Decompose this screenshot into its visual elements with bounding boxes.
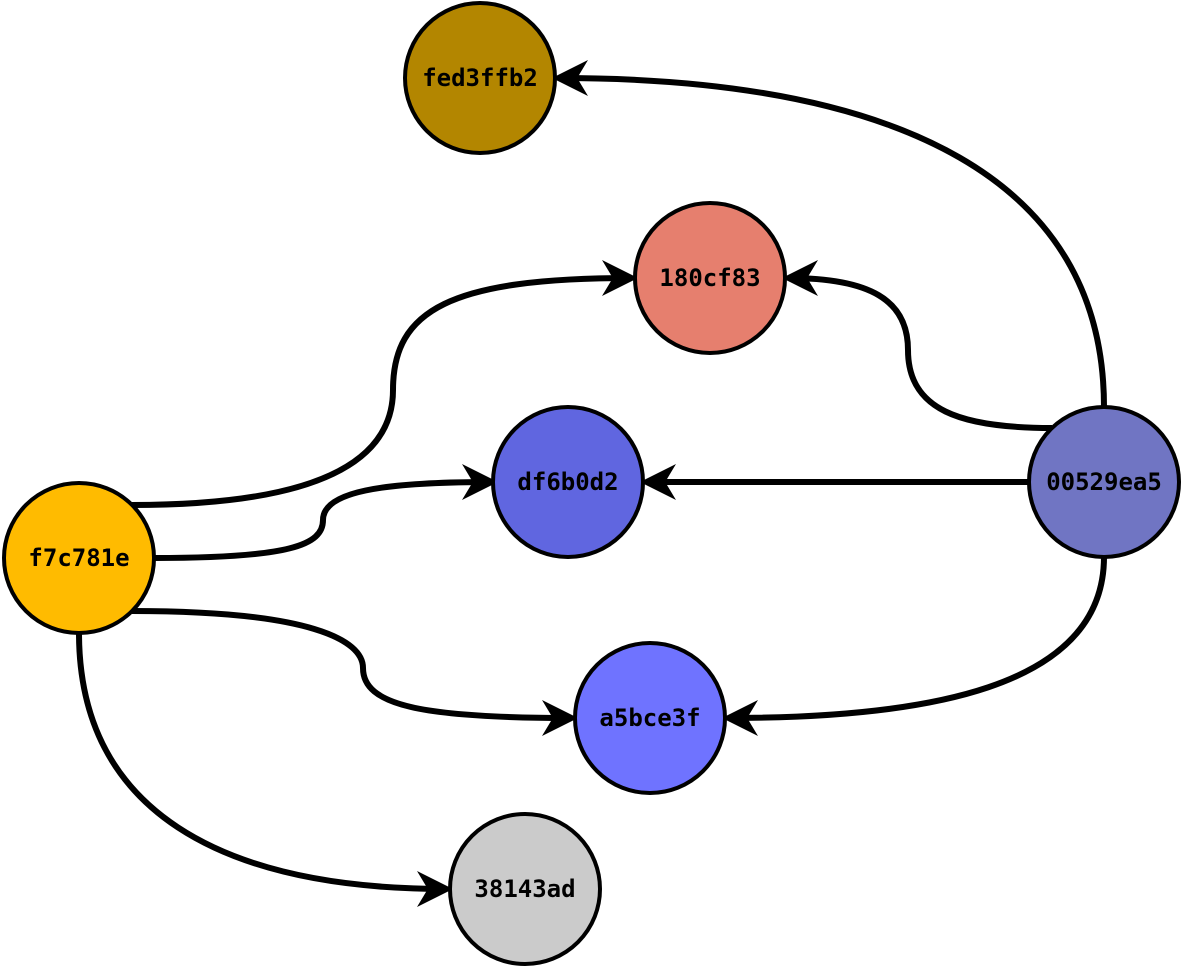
node-00529ea5[interactable]: 00529ea5 (1027, 405, 1181, 559)
node-circle (633, 201, 787, 355)
edge-f7c781e-to-38143ad (76, 632, 453, 907)
node-df6b0d2[interactable]: df6b0d2 (491, 405, 645, 559)
edge-f7c781e-to-df6b0d2 (153, 464, 498, 561)
node-38143ad[interactable]: 38143ad (448, 812, 602, 966)
node-label: a5bce3f (599, 704, 700, 732)
node-circle (491, 405, 645, 559)
node-label: 00529ea5 (1046, 468, 1162, 496)
node-fed3ffb2[interactable]: fed3ffb2 (403, 1, 557, 155)
node-label: 38143ad (474, 875, 575, 903)
node-label: fed3ffb2 (422, 64, 538, 92)
edge-00529ea5-to-fed3ffb2 (552, 60, 1107, 408)
node-circle (573, 641, 727, 795)
node-f7c781e[interactable]: f7c781e (2, 481, 156, 635)
node-label: f7c781e (28, 544, 129, 572)
node-a5bce3f[interactable]: a5bce3f (573, 641, 727, 795)
node-circle (2, 481, 156, 635)
node-label: df6b0d2 (517, 468, 618, 496)
edge-00529ea5-to-a5bce3f (722, 556, 1107, 736)
edge-f7c781e-to-180cf83 (131, 260, 638, 508)
node-180cf83[interactable]: 180cf83 (633, 201, 787, 355)
node-label: 180cf83 (659, 264, 760, 292)
node-circle (403, 1, 557, 155)
node-circle (1027, 405, 1181, 559)
edge-f7c781e-to-a5bce3f (131, 608, 578, 736)
node-circle (448, 812, 602, 966)
edge-00529ea5-to-180cf83 (782, 260, 1053, 431)
edges-layer (76, 60, 1107, 907)
